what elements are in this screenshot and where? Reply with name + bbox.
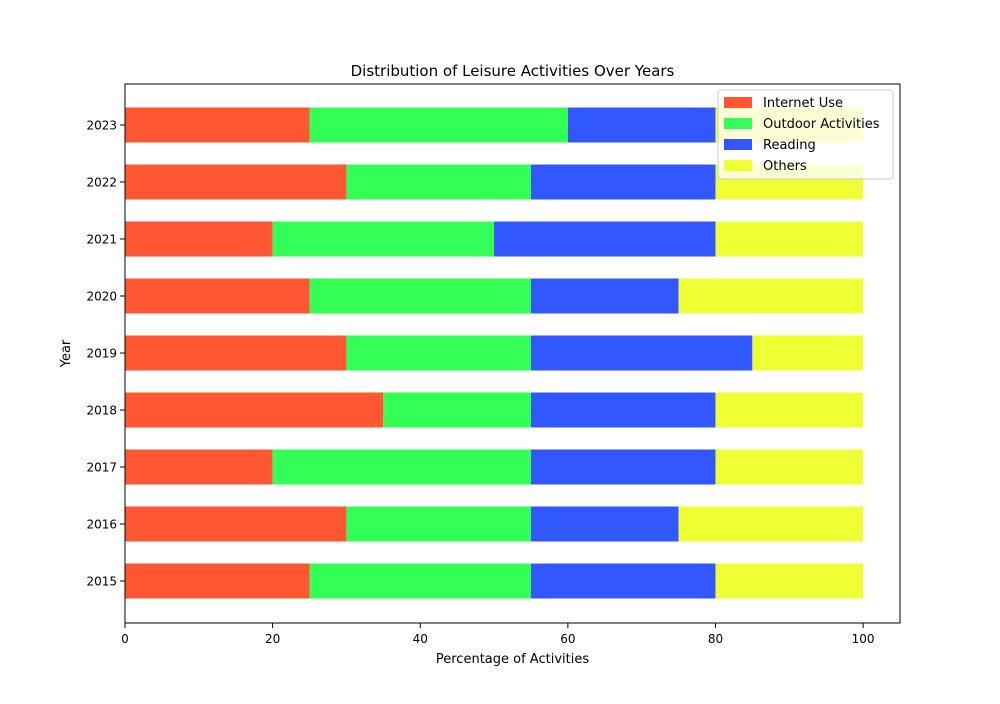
x-axis-label: Percentage of Activities <box>436 652 589 667</box>
bar-2020-series-3 <box>678 278 864 314</box>
bar-2020-series-1 <box>309 278 531 314</box>
x-tick-label: 60 <box>560 632 575 646</box>
bar-2018-series-1 <box>383 392 531 428</box>
bar-2019-series-0 <box>125 335 347 371</box>
y-axis-label: Year <box>59 339 74 368</box>
legend-label: Others <box>763 159 807 174</box>
y-tick-label: 2015 <box>86 575 117 589</box>
y-tick-label: 2020 <box>86 290 117 304</box>
y-tick-label: 2021 <box>86 233 117 247</box>
y-tick-label: 2023 <box>86 119 117 133</box>
y-tick-label: 2019 <box>86 347 117 361</box>
legend-swatch <box>724 97 752 108</box>
x-tick-label: 100 <box>852 632 875 646</box>
legend-box <box>717 89 894 180</box>
bar-2015-series-2 <box>530 563 716 599</box>
legend-label: Internet Use <box>763 96 843 111</box>
bar-2021-series-0 <box>125 221 273 257</box>
legend-swatch <box>724 139 752 150</box>
bar-2016-series-2 <box>530 506 679 542</box>
bar-2019-series-1 <box>346 335 531 371</box>
bar-2021-series-3 <box>715 221 864 257</box>
legend: Internet Use Outdoor Activities Reading Oth… <box>717 89 894 180</box>
bar-2017-series-1 <box>272 449 531 485</box>
y-axis: 2015 2016 2017 2018 2019 2020 2021 2022 2023 <box>86 119 125 589</box>
bar-2015-series-1 <box>309 563 531 599</box>
legend-swatch <box>724 160 752 171</box>
bar-2022-series-1 <box>346 164 531 200</box>
bar-2019-series-2 <box>530 335 753 371</box>
bar-2017-series-0 <box>125 449 273 485</box>
x-tick-label: 20 <box>265 632 280 646</box>
bar-2023-series-1 <box>309 107 568 143</box>
y-tick-label: 2016 <box>86 518 117 532</box>
bar-2018-series-2 <box>530 392 716 428</box>
y-tick-label: 2022 <box>86 176 117 190</box>
legend-label: Outdoor Activities <box>763 117 880 132</box>
legend-swatch <box>724 118 752 129</box>
bar-2021-series-2 <box>494 221 716 257</box>
bar-2017-series-2 <box>530 449 716 485</box>
bar-2022-series-0 <box>125 164 347 200</box>
chart-title: Distribution of Leisure Activities Over … <box>351 62 675 80</box>
bar-2018-series-3 <box>715 392 864 428</box>
bars-layer <box>125 107 864 599</box>
x-axis: 0 20 40 60 80 100 <box>121 623 875 646</box>
y-tick-label: 2017 <box>86 461 117 475</box>
x-tick-label: 80 <box>708 632 723 646</box>
bar-2019-series-3 <box>752 335 864 371</box>
bar-2022-series-2 <box>530 164 716 200</box>
bar-2018-series-0 <box>125 392 384 428</box>
x-tick-label: 40 <box>413 632 428 646</box>
bar-2021-series-1 <box>272 221 495 257</box>
bar-2016-series-3 <box>678 506 864 542</box>
bar-2016-series-0 <box>125 506 347 542</box>
bar-2020-series-2 <box>530 278 679 314</box>
legend-label: Reading <box>763 138 816 153</box>
bar-2015-series-0 <box>125 563 310 599</box>
bar-2023-series-2 <box>567 107 716 143</box>
x-tick-label: 0 <box>121 632 129 646</box>
bar-2020-series-0 <box>125 278 310 314</box>
bar-2015-series-3 <box>715 563 864 599</box>
y-tick-label: 2018 <box>86 404 117 418</box>
bar-2017-series-3 <box>715 449 864 485</box>
bar-2016-series-1 <box>346 506 531 542</box>
bar-2023-series-0 <box>125 107 310 143</box>
